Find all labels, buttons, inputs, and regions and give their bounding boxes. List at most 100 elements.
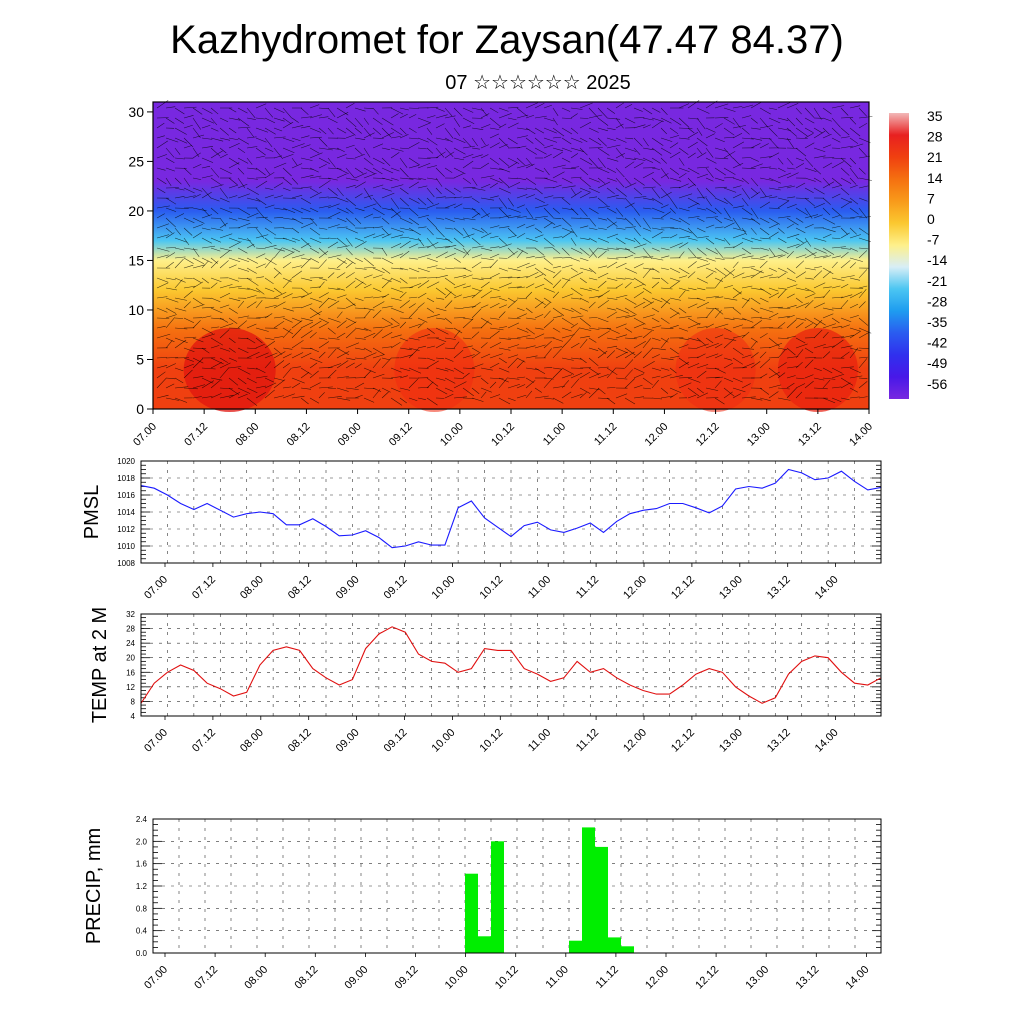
x-tick-label: 07.12 bbox=[190, 727, 218, 755]
wind-barb bbox=[480, 227, 488, 234]
wind-barb bbox=[741, 104, 754, 109]
wind-barb bbox=[435, 367, 449, 372]
wind-barb bbox=[507, 197, 514, 207]
wind-barb bbox=[507, 267, 521, 272]
wind-barb bbox=[813, 282, 826, 289]
wind-barb bbox=[750, 187, 759, 195]
wind-barb bbox=[417, 292, 427, 299]
wind-barb bbox=[183, 387, 198, 390]
wind-barb bbox=[156, 205, 170, 209]
wind-barb bbox=[705, 177, 714, 182]
wind-barb bbox=[219, 260, 229, 269]
wind-barb bbox=[336, 167, 349, 174]
wind-barb bbox=[345, 342, 360, 349]
wind-barb bbox=[759, 117, 769, 128]
wind-barb bbox=[462, 294, 475, 299]
wind-barb bbox=[615, 147, 625, 158]
wind-barb bbox=[750, 177, 759, 187]
wind-barb bbox=[822, 267, 834, 275]
wind-barb bbox=[291, 377, 305, 384]
wind-barb bbox=[822, 367, 833, 374]
wind-barb bbox=[660, 211, 671, 219]
wind-barb bbox=[759, 177, 774, 181]
x-tick-label: 10.12 bbox=[489, 421, 517, 449]
wind-barb bbox=[777, 322, 786, 329]
wind-barb bbox=[489, 235, 499, 239]
wind-barb bbox=[849, 375, 863, 379]
wind-barb bbox=[462, 125, 471, 129]
wind-barb bbox=[759, 201, 771, 209]
wind-barb bbox=[660, 374, 672, 379]
wind-barb bbox=[228, 107, 237, 113]
wind-barb bbox=[534, 344, 546, 349]
wind-barb bbox=[795, 227, 806, 234]
wind-barb bbox=[426, 197, 434, 205]
wind-barb bbox=[651, 281, 660, 289]
wind-barb bbox=[831, 207, 843, 218]
wind-barb bbox=[669, 186, 681, 189]
wind-barb bbox=[408, 267, 420, 273]
wind-barb bbox=[210, 393, 222, 399]
wind-barb bbox=[714, 277, 724, 289]
wind-barb bbox=[255, 343, 265, 349]
wind-barb bbox=[768, 254, 783, 259]
wind-barb bbox=[840, 351, 850, 359]
wind-barb bbox=[849, 347, 862, 352]
wind-barb bbox=[516, 232, 526, 239]
wind-barb bbox=[300, 242, 310, 249]
wind-barb bbox=[228, 177, 238, 186]
wind-barb bbox=[570, 190, 582, 199]
wind-barb bbox=[543, 257, 553, 266]
wind-barb bbox=[588, 301, 596, 309]
wind-barb bbox=[651, 307, 660, 313]
wind-barb bbox=[543, 277, 553, 285]
wind-barb bbox=[705, 237, 715, 245]
wind-barb bbox=[750, 101, 763, 109]
wind-barb bbox=[237, 137, 250, 145]
wind-barb bbox=[291, 247, 301, 253]
wind-barb bbox=[327, 147, 340, 150]
wind-barb bbox=[435, 187, 442, 195]
wind-barb bbox=[660, 395, 674, 399]
wind-barb bbox=[732, 185, 742, 189]
wind-barb bbox=[552, 184, 562, 189]
wind-barb bbox=[156, 223, 169, 229]
wind-barb bbox=[453, 167, 466, 175]
wind-barb bbox=[606, 187, 615, 195]
wind-barb bbox=[219, 357, 229, 363]
wind-barb bbox=[660, 187, 671, 198]
wind-barb bbox=[570, 357, 582, 360]
wind-barb bbox=[192, 277, 202, 284]
wind-barb bbox=[525, 177, 537, 185]
wind-barb bbox=[777, 237, 787, 243]
wind-barb bbox=[354, 394, 363, 399]
wind-barb bbox=[525, 115, 535, 119]
wind-barb bbox=[768, 287, 779, 292]
wind-barb bbox=[588, 237, 597, 243]
wind-barb bbox=[408, 137, 419, 140]
wind-barb bbox=[804, 299, 814, 309]
wind-barb bbox=[507, 297, 516, 303]
wind-barb bbox=[471, 107, 484, 111]
wind-barb bbox=[561, 307, 574, 312]
wind-barb bbox=[822, 313, 834, 319]
wind-barb bbox=[327, 337, 340, 340]
wind-barb bbox=[174, 307, 187, 312]
wind-barb bbox=[471, 212, 480, 219]
wind-barb bbox=[390, 243, 402, 249]
wind-barb bbox=[714, 137, 725, 143]
x-tick-label: 09.00 bbox=[334, 574, 362, 602]
wind-barb bbox=[714, 309, 722, 319]
wind-barb bbox=[849, 277, 860, 281]
wind-barb bbox=[804, 237, 812, 247]
wind-barb bbox=[255, 216, 268, 219]
colorbar-label: 21 bbox=[927, 149, 943, 165]
wind-barb bbox=[579, 297, 589, 303]
wind-barb bbox=[273, 147, 284, 160]
wind-barb bbox=[804, 293, 816, 299]
x-tick-label: 08.12 bbox=[286, 727, 314, 755]
wind-barb bbox=[390, 107, 404, 115]
wind-barb bbox=[525, 224, 535, 229]
wind-barb bbox=[624, 282, 632, 289]
wind-barb bbox=[345, 247, 353, 256]
